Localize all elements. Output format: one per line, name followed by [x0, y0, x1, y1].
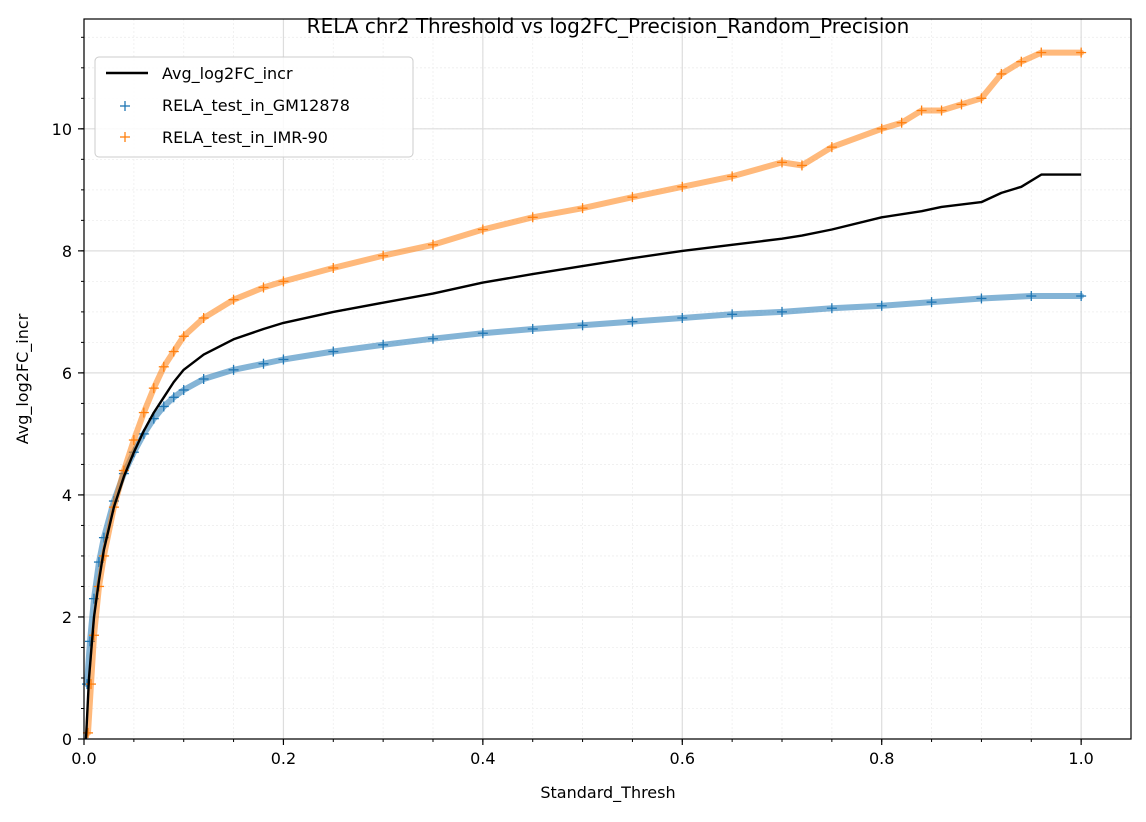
x-tick-label: 1.0 [1068, 749, 1093, 768]
major-grid [83, 19, 1131, 740]
legend-box [94, 56, 414, 158]
y-tick-label: 6 [62, 364, 72, 383]
series-trace-rela-test-in-imr-90 [85, 49, 1085, 736]
x-tick-label: 0.8 [869, 749, 894, 768]
x-tick-label: 0.6 [670, 749, 695, 768]
series-layer [81, 47, 1087, 740]
y-tick-label: 4 [62, 486, 72, 505]
axis-ticks: 0.0 0.2 0.4 0.6 0.8 1.0 0 2 4 6 8 10 [52, 36, 1094, 768]
chart-title: RELA chr2 Threshold vs log2FC_Precision_… [307, 14, 910, 38]
x-axis-label: Standard_Thresh [540, 783, 675, 803]
y-tick-label: 0 [62, 730, 72, 749]
plot-frame [83, 18, 1132, 740]
legend-swatch-imr90 [120, 132, 130, 142]
series-avg-log2fc-incr [84, 173, 1082, 740]
y-tick-label: 2 [62, 608, 72, 627]
y-tick-label: 10 [52, 120, 72, 139]
legend-label-gm12878: RELA_test_in_GM12878 [162, 96, 350, 116]
x-tick-label: 0.0 [71, 749, 96, 768]
legend-label-imr90: RELA_test_in_IMR-90 [162, 128, 328, 148]
legend-swatch-gm12878 [120, 101, 130, 111]
y-tick-label: 8 [62, 242, 72, 261]
y-axis-label: Avg_log2FC_incr [13, 313, 33, 444]
legend-label-avg-log2fc-incr: Avg_log2FC_incr [162, 64, 293, 84]
x-tick-label: 0.2 [271, 749, 296, 768]
x-tick-label: 0.4 [470, 749, 495, 768]
legend: Avg_log2FC_incr RELA_test_in_GM12878 REL… [94, 56, 414, 158]
